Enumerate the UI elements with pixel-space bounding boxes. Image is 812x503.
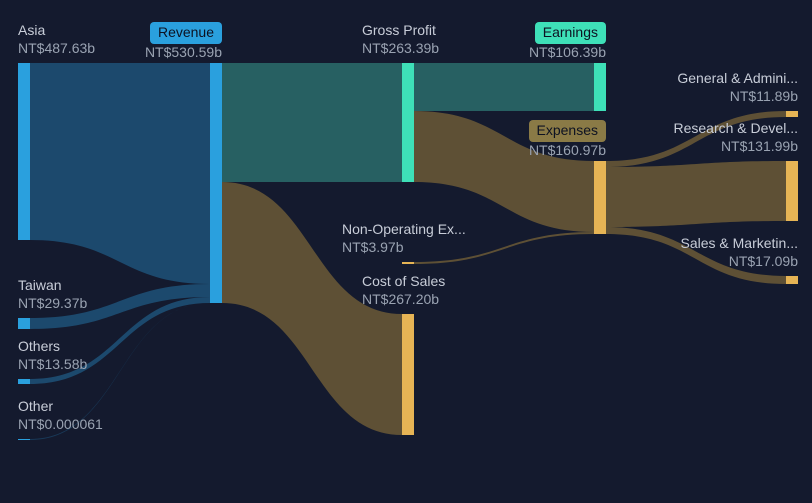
label-earnings-value: NT$106.39b <box>529 44 606 62</box>
node-asia[interactable] <box>18 63 30 240</box>
label-taiwan[interactable]: TaiwanNT$29.37b <box>18 277 87 312</box>
label-other[interactable]: OtherNT$0.000061 <box>18 398 103 433</box>
label-revenue[interactable]: RevenueNT$530.59b <box>145 22 222 61</box>
label-gross[interactable]: Gross ProfitNT$263.39b <box>362 22 439 57</box>
label-other-value: NT$0.000061 <box>18 416 103 434</box>
label-nonop-value: NT$3.97b <box>342 239 466 257</box>
node-expenses[interactable] <box>594 161 606 234</box>
label-snm-title: Sales & Marketin... <box>681 235 799 253</box>
flow-gross-to-earnings <box>414 63 594 111</box>
label-ga-title: General & Admini... <box>677 70 798 88</box>
label-earnings-badge: Earnings <box>535 22 606 44</box>
label-earnings[interactable]: EarningsNT$106.39b <box>529 22 606 61</box>
label-expenses[interactable]: ExpensesNT$160.97b <box>529 120 606 159</box>
flow-asia-to-revenue <box>30 63 210 284</box>
label-cos-title: Cost of Sales <box>362 273 445 291</box>
label-taiwan-value: NT$29.37b <box>18 295 87 313</box>
label-snm[interactable]: Sales & Marketin...NT$17.09b <box>681 235 799 270</box>
node-gross[interactable] <box>402 63 414 182</box>
flow-revenue-to-gross <box>222 63 402 182</box>
node-earnings[interactable] <box>594 63 606 111</box>
label-expenses-badge: Expenses <box>529 120 606 142</box>
label-nonop[interactable]: Non-Operating Ex...NT$3.97b <box>342 221 466 256</box>
label-rnd-value: NT$131.99b <box>674 138 799 156</box>
label-nonop-title: Non-Operating Ex... <box>342 221 466 239</box>
node-cos[interactable] <box>402 314 414 435</box>
label-ga[interactable]: General & Admini...NT$11.89b <box>677 70 798 105</box>
label-rnd[interactable]: Research & Devel...NT$131.99b <box>674 120 799 155</box>
label-asia-value: NT$487.63b <box>18 40 95 58</box>
label-snm-value: NT$17.09b <box>681 253 799 271</box>
label-others-title: Others <box>18 338 87 356</box>
label-cos[interactable]: Cost of SalesNT$267.20b <box>362 273 445 308</box>
label-revenue-badge: Revenue <box>150 22 222 44</box>
node-snm[interactable] <box>786 276 798 284</box>
label-others[interactable]: OthersNT$13.58b <box>18 338 87 373</box>
label-expenses-value: NT$160.97b <box>529 142 606 160</box>
node-others[interactable] <box>18 379 30 384</box>
flow-expenses-to-rnd <box>606 161 786 227</box>
node-rnd[interactable] <box>786 161 798 221</box>
label-gross-value: NT$263.39b <box>362 40 439 58</box>
label-taiwan-title: Taiwan <box>18 277 87 295</box>
node-ga[interactable] <box>786 111 798 117</box>
label-asia[interactable]: AsiaNT$487.63b <box>18 22 95 57</box>
label-other-title: Other <box>18 398 103 416</box>
label-gross-title: Gross Profit <box>362 22 439 40</box>
label-others-value: NT$13.58b <box>18 356 87 374</box>
label-rnd-title: Research & Devel... <box>674 120 799 138</box>
node-revenue[interactable] <box>210 63 222 303</box>
node-taiwan[interactable] <box>18 318 30 329</box>
label-cos-value: NT$267.20b <box>362 291 445 309</box>
node-other[interactable] <box>18 439 30 440</box>
flow-revenue-to-cos <box>222 182 402 435</box>
label-ga-value: NT$11.89b <box>677 88 798 106</box>
node-nonop[interactable] <box>402 262 414 264</box>
label-revenue-value: NT$530.59b <box>145 44 222 62</box>
label-asia-title: Asia <box>18 22 95 40</box>
